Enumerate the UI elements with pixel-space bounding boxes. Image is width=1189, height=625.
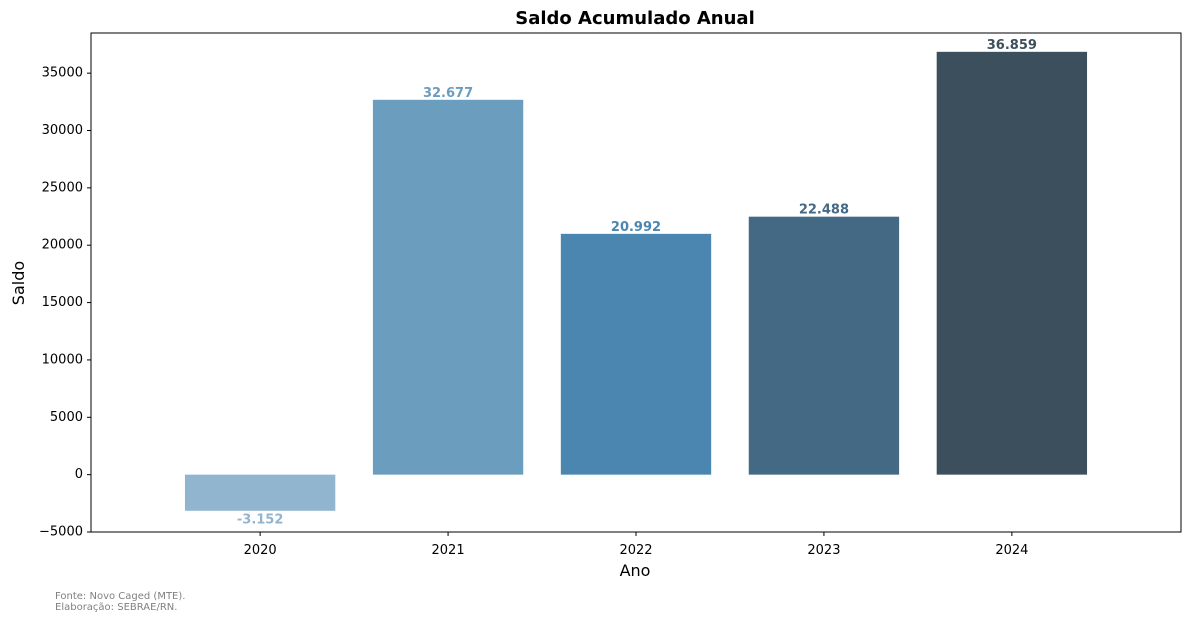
x-tick-label: 2020: [244, 543, 277, 558]
bar-2023: [748, 216, 900, 475]
y-axis: −5000 0 5000 10000 15000 20000 25000 30000 35000: [39, 66, 91, 540]
x-axis-label: Ano: [620, 561, 651, 580]
bar-2021: [372, 99, 524, 475]
x-tick-label: 2023: [807, 543, 840, 558]
bar-series: [184, 51, 1088, 511]
x-tick-label: 2021: [432, 543, 465, 558]
x-tick-label: 2022: [619, 543, 652, 558]
y-tick-label: 0: [75, 467, 83, 482]
source-note: Fonte: Novo Caged (MTE).: [55, 591, 186, 602]
y-tick-label: 25000: [42, 180, 83, 195]
chart-title: Saldo Acumulado Anual: [515, 8, 755, 29]
chart-footer: Fonte: Novo Caged (MTE). Elaboração: SEB…: [55, 591, 185, 613]
y-tick-label: −5000: [39, 525, 83, 540]
bar-value-label-2021: 32.677: [423, 86, 473, 101]
bar-value-label-2020: -3.152: [237, 513, 284, 528]
y-axis-label: Saldo: [9, 261, 28, 305]
bar-2020: [184, 474, 336, 511]
bar-value-label-2024: 36.859: [987, 38, 1037, 53]
y-tick-label: 5000: [50, 410, 83, 425]
bar-2024: [936, 51, 1088, 475]
y-tick-label: 15000: [42, 295, 83, 310]
y-tick-label: 10000: [42, 352, 83, 367]
x-tick-label: 2024: [995, 543, 1028, 558]
y-tick-label: 20000: [42, 238, 83, 253]
credit-note: Elaboração: SEBRAE/RN.: [55, 602, 178, 613]
bar-chart: Saldo Acumulado Anual -3.152 32.677 20.992…: [9, 8, 1182, 580]
x-axis: 2020 2021 2022 2023 2024: [244, 532, 1028, 558]
y-tick-label: 30000: [42, 123, 83, 138]
bar-value-label-2022: 20.992: [611, 220, 661, 235]
bar-value-labels: -3.152 32.677 20.992 22.488 36.859: [237, 38, 1037, 528]
y-tick-label: 35000: [42, 66, 83, 81]
bar-2022: [560, 233, 712, 475]
bar-value-label-2023: 22.488: [799, 203, 849, 218]
